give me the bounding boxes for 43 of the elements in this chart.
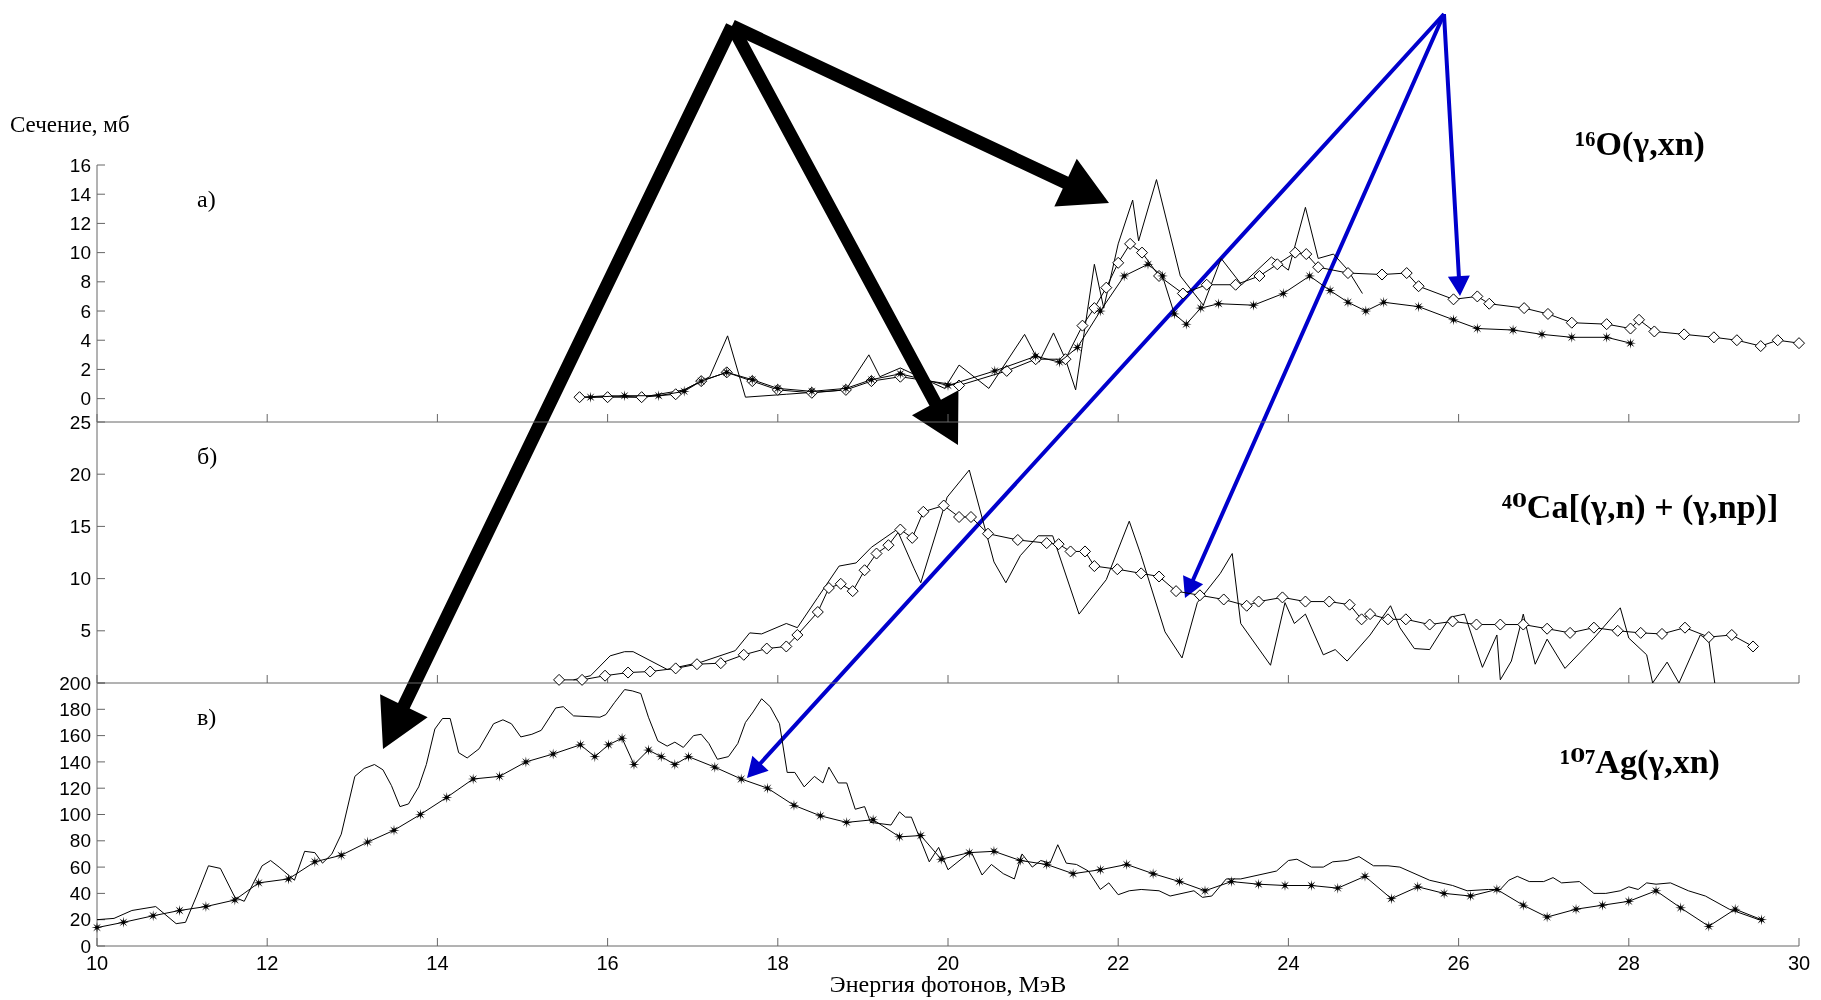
x-tick-label: 30 (1787, 952, 1811, 974)
y-tick-label: 6 (80, 300, 91, 322)
y-tick-label: 4 (80, 329, 92, 351)
x-tick-label: 22 (1107, 952, 1130, 974)
x-tick-label: 24 (1277, 952, 1300, 974)
annotation: а) (197, 186, 216, 212)
x-tick-label: 14 (426, 952, 449, 974)
x-tick-label: 28 (1617, 952, 1640, 974)
y-tick-label: 16 (69, 154, 91, 176)
text: ⁴⁰Ca[(γ,n) + (γ,np)] (1501, 488, 1779, 526)
y-tick-label: 0 (80, 935, 91, 957)
annotation: в) (197, 704, 217, 730)
y-tick-label: 20 (69, 463, 91, 485)
y-tick-label: 20 (69, 909, 91, 931)
x-axis-title: Энергия фотонов, МэВ (829, 971, 1067, 997)
y-tick-label: 15 (69, 516, 91, 538)
y-tick-label: 2 (80, 359, 91, 381)
y-tick-label: 8 (80, 271, 91, 293)
y-axis-title: Сечение, мб (10, 112, 130, 137)
y-tick-label: 5 (80, 620, 91, 642)
annotation: б) (197, 443, 218, 469)
y-tick-label: 80 (69, 830, 91, 852)
x-tick-label: 20 (936, 952, 960, 974)
y-tick-label: 10 (69, 242, 91, 264)
y-tick-label: 60 (69, 856, 91, 878)
x-tick-label: 18 (766, 952, 789, 974)
text: ¹⁰⁷Ag(γ,xn) (1560, 743, 1720, 781)
x-tick-label: 16 (596, 952, 619, 974)
y-tick-label: 12 (69, 213, 91, 235)
y-tick-label: 10 (69, 568, 91, 590)
y-tick-label: 180 (59, 698, 91, 720)
y-tick-label: 120 (59, 777, 91, 799)
y-tick-label: 140 (59, 751, 91, 773)
y-tick-label: 200 (59, 672, 91, 694)
y-tick-label: 0 (80, 388, 91, 410)
y-tick-label: 25 (69, 411, 91, 433)
y-tick-label: 40 (69, 883, 91, 905)
y-tick-label: 160 (59, 725, 91, 747)
y-tick-label: 100 (59, 804, 91, 826)
x-tick-label: 26 (1447, 952, 1470, 974)
chart-title: ¹⁶O(γ,xn) (1575, 125, 1705, 163)
y-tick-label: 14 (69, 183, 92, 205)
x-tick-label: 12 (256, 952, 279, 974)
